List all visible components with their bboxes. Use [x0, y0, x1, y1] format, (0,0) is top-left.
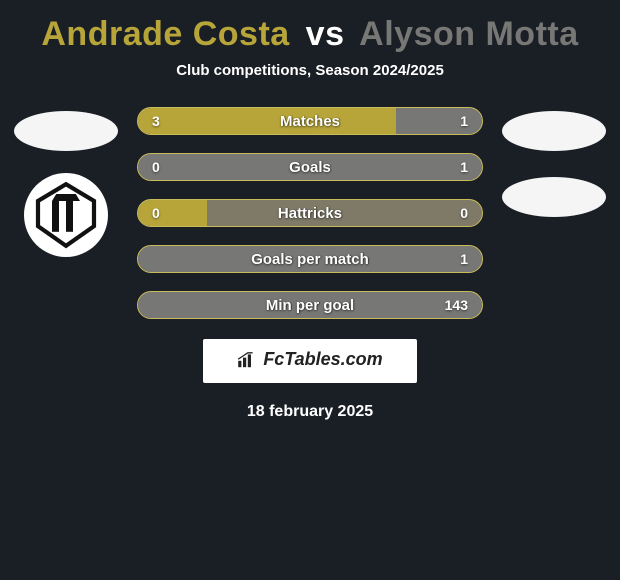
player1-name: Andrade Costa [41, 15, 289, 53]
comparison-card: Andrade Costa vs Alyson Motta Club compe… [0, 0, 620, 431]
footer: FcTables.com 18 february 2025 [0, 339, 620, 421]
right-side [501, 107, 607, 217]
stat-label: Hattricks [138, 205, 482, 222]
stat-row: 01Goals [137, 153, 483, 181]
subtitle: Club competitions, Season 2024/2025 [0, 62, 620, 79]
stat-row: 1Goals per match [137, 245, 483, 273]
stat-label: Min per goal [138, 297, 482, 314]
player2-avatar [502, 111, 606, 151]
vs-label: vs [306, 15, 345, 53]
stat-row: 143Min per goal [137, 291, 483, 319]
left-side [13, 107, 119, 257]
stat-label: Matches [138, 113, 482, 130]
club-crest-icon [31, 180, 101, 250]
player2-name: Alyson Motta [359, 15, 578, 53]
brand-text: FcTables.com [263, 349, 382, 370]
stat-label: Goals [138, 159, 482, 176]
stat-bars: 31Matches 01Goals 00Hattricks 1Goals per ma… [137, 107, 483, 319]
player2-club-badge [502, 177, 606, 217]
player1-avatar [14, 111, 118, 151]
brand-box: FcTables.com [203, 339, 416, 383]
bar-chart-icon [237, 352, 257, 368]
stat-label: Goals per match [138, 251, 482, 268]
stat-row: 31Matches [137, 107, 483, 135]
comparison-layout: 31Matches 01Goals 00Hattricks 1Goals per ma… [0, 107, 620, 319]
player1-club-badge [24, 173, 108, 257]
page-title: Andrade Costa vs Alyson Motta [0, 10, 620, 62]
date: 18 february 2025 [0, 403, 620, 421]
stat-row: 00Hattricks [137, 199, 483, 227]
